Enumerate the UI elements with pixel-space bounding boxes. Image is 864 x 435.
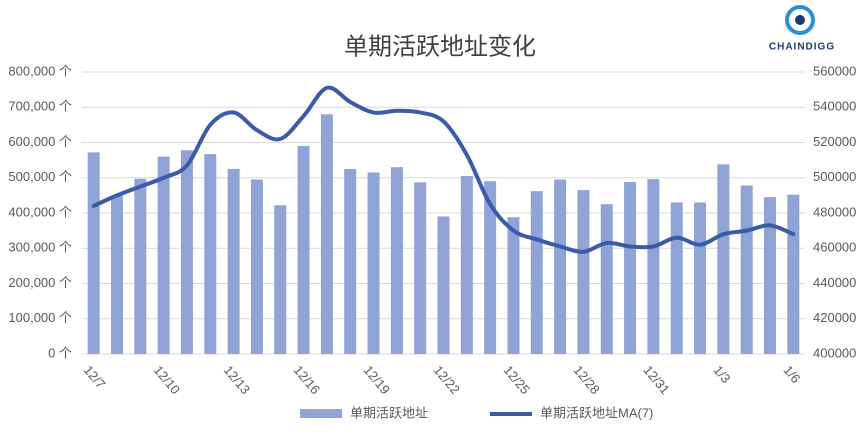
bar bbox=[390, 167, 403, 354]
bar bbox=[694, 202, 707, 354]
bar bbox=[250, 179, 263, 354]
y-tick-label: 0 个 bbox=[48, 345, 72, 360]
x-tick-label: 12/22 bbox=[431, 362, 463, 397]
bar bbox=[87, 152, 100, 354]
y2-tick-label: 500000 bbox=[813, 169, 856, 184]
bar bbox=[787, 194, 800, 354]
x-tick-label: 12/13 bbox=[221, 362, 253, 397]
legend-label: 单期活跃地址 bbox=[350, 405, 428, 420]
x-tick-label: 12/10 bbox=[151, 362, 183, 397]
chart-title: 单期活跃地址变化 bbox=[344, 33, 536, 60]
bar bbox=[157, 156, 170, 354]
bar bbox=[204, 154, 217, 354]
x-tick-label: 1/3 bbox=[710, 362, 733, 385]
bar bbox=[670, 202, 683, 354]
bar bbox=[577, 190, 590, 354]
y2-tick-label: 540000 bbox=[813, 99, 856, 114]
y-tick-label: 500,000 个 bbox=[8, 169, 72, 184]
x-tick-label: 12/16 bbox=[291, 362, 323, 397]
legend-label: 单期活跃地址MA(7) bbox=[540, 405, 653, 420]
y-tick-label: 200,000 个 bbox=[8, 275, 72, 290]
y-tick-label: 100,000 个 bbox=[8, 310, 72, 325]
line bbox=[91, 85, 796, 254]
bar bbox=[367, 172, 380, 354]
bar bbox=[624, 181, 637, 354]
bar bbox=[297, 146, 310, 354]
bar bbox=[274, 205, 287, 354]
bar bbox=[484, 181, 497, 354]
bar bbox=[530, 191, 543, 354]
logo-dot bbox=[795, 15, 805, 25]
y2-tick-label: 460000 bbox=[813, 240, 856, 255]
bar bbox=[344, 168, 357, 354]
logo: CHAINDIGG bbox=[769, 5, 835, 53]
bar bbox=[764, 197, 777, 354]
y2-tick-label: 520000 bbox=[813, 134, 856, 149]
bar bbox=[414, 182, 427, 354]
bar bbox=[740, 185, 753, 354]
bar bbox=[110, 195, 123, 354]
bar bbox=[227, 168, 240, 354]
bar bbox=[647, 179, 660, 354]
logo-ring bbox=[785, 5, 815, 35]
x-tick-label: 12/7 bbox=[81, 362, 109, 391]
bar bbox=[134, 178, 147, 354]
y2-tick-label: 560000 bbox=[813, 63, 856, 78]
y-tick-label: 400,000 个 bbox=[8, 204, 72, 219]
x-tick-label: 1/6 bbox=[780, 362, 803, 385]
x-tick-label: 12/19 bbox=[361, 362, 393, 397]
x-tick-label: 12/28 bbox=[571, 362, 603, 397]
x-tick-label: 12/31 bbox=[640, 362, 672, 397]
y-tick-label: 800,000 个 bbox=[8, 63, 72, 78]
bar bbox=[600, 204, 613, 354]
y-tick-label: 700,000 个 bbox=[8, 99, 72, 114]
y-tick-label: 600,000 个 bbox=[8, 134, 72, 149]
bar bbox=[554, 179, 567, 354]
y2-tick-label: 480000 bbox=[813, 204, 856, 219]
y2-tick-label: 420000 bbox=[813, 310, 856, 325]
y2-tick-label: 440000 bbox=[813, 275, 856, 290]
y-tick-label: 300,000 个 bbox=[8, 240, 72, 255]
bar bbox=[180, 150, 193, 354]
bar bbox=[437, 216, 450, 354]
bar bbox=[507, 217, 520, 354]
logo-text: CHAINDIGG bbox=[769, 42, 835, 53]
x-tick-label: 12/25 bbox=[501, 362, 533, 397]
y2-tick-label: 400000 bbox=[813, 345, 856, 360]
bar bbox=[460, 175, 473, 354]
bar bbox=[717, 164, 730, 354]
bar bbox=[320, 114, 333, 354]
legend-swatch bbox=[300, 409, 342, 418]
